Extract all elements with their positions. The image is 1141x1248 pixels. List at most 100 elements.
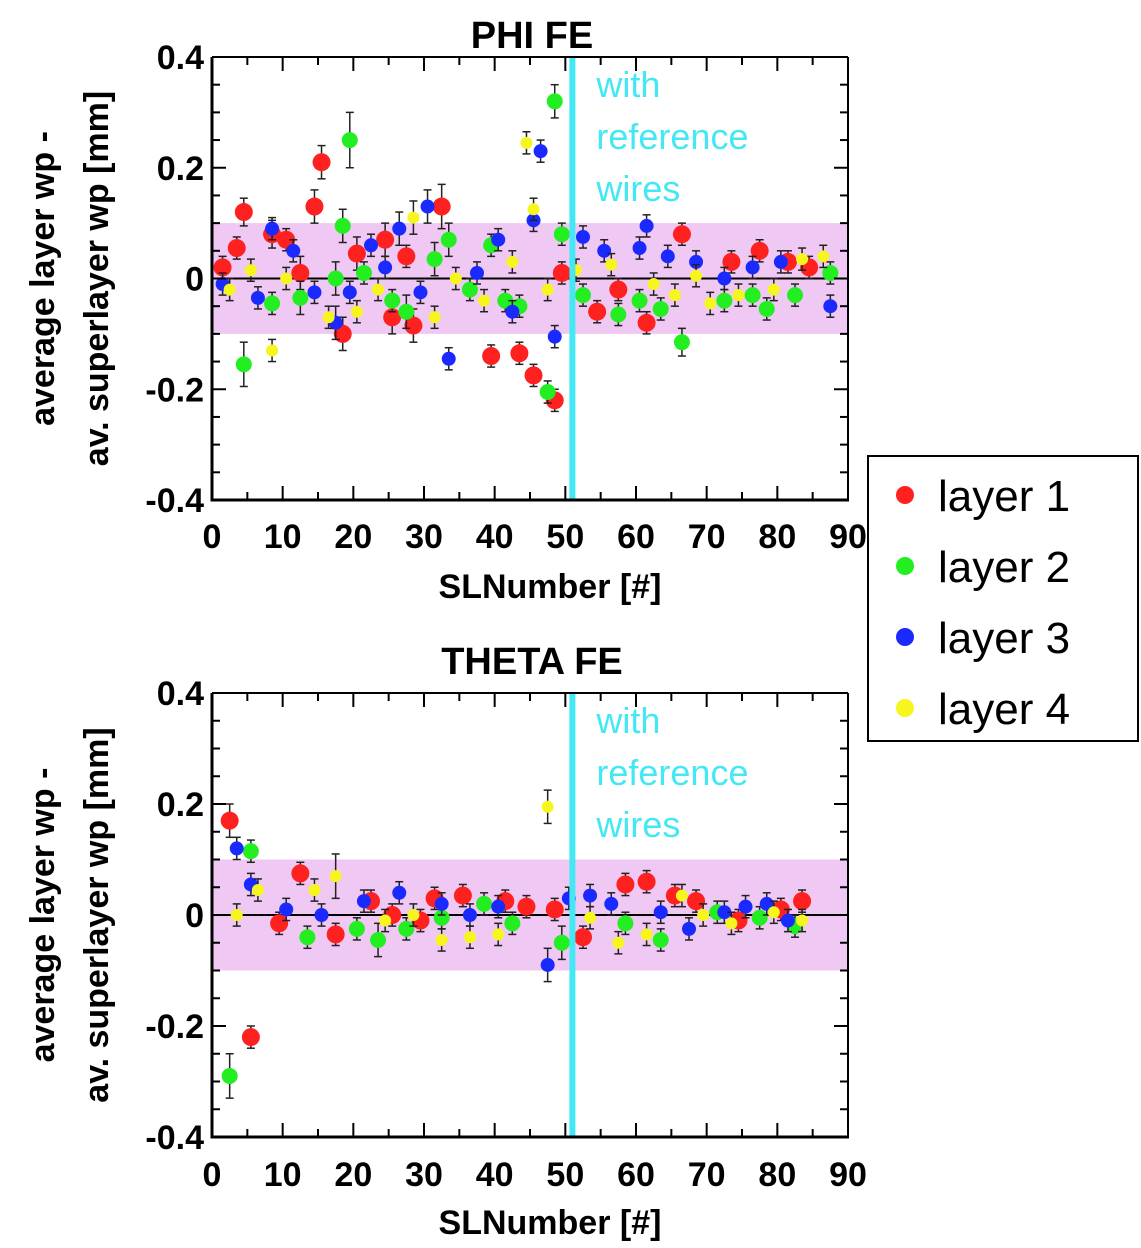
x-tick-label: 60 (617, 518, 655, 556)
data-point (540, 957, 555, 972)
data-point (376, 230, 395, 249)
data-point (227, 239, 246, 258)
data-point (463, 931, 476, 944)
data-point (796, 253, 809, 266)
data-point (553, 226, 570, 243)
data-point (492, 928, 505, 941)
y-tick-label: -0.4 (145, 482, 204, 520)
data-point (717, 905, 732, 920)
y-tick-label: -0.4 (145, 1119, 204, 1157)
data-point (640, 928, 653, 941)
data-point (697, 909, 710, 921)
y-tick-label: 0.2 (157, 786, 204, 824)
legend-marker (896, 486, 914, 504)
y-axis-label: average layer wp - (24, 131, 62, 426)
data-point (348, 920, 365, 937)
data-point (433, 909, 450, 926)
data-point (329, 870, 342, 883)
legend-label: layer 2 (938, 543, 1070, 592)
data-point (767, 283, 780, 296)
data-point (780, 913, 795, 928)
data-point (244, 264, 257, 277)
x-tick-label: 40 (476, 518, 514, 556)
data-point (546, 93, 563, 110)
x-tick-label: 60 (617, 1156, 655, 1194)
y-axis-label: av. superlayer wp [mm] (78, 91, 116, 466)
data-point (545, 900, 564, 919)
data-point (404, 316, 423, 335)
x-tick-label: 30 (405, 518, 443, 556)
data-point (312, 153, 331, 172)
data-point (750, 241, 769, 260)
legend-marker (896, 699, 914, 717)
data-point (647, 278, 660, 291)
data-point (520, 136, 533, 149)
x-tick-label: 80 (758, 518, 796, 556)
reference-annotation: with (595, 700, 660, 741)
data-point (291, 263, 310, 282)
data-point (241, 1028, 260, 1047)
data-point (327, 270, 344, 287)
legend-label: layer 4 (938, 685, 1070, 734)
data-point (574, 928, 592, 947)
data-point (397, 247, 416, 266)
data-point (435, 933, 448, 946)
data-point (541, 283, 554, 296)
y-axis-label: av. superlayer wp [mm] (78, 727, 116, 1102)
data-point (673, 334, 690, 351)
data-point (347, 244, 366, 263)
data-point (796, 914, 809, 927)
data-point (690, 269, 703, 282)
data-point (220, 811, 239, 830)
data-point (588, 302, 607, 321)
series-layer-4 (230, 789, 809, 955)
reference-annotation: wires (595, 804, 680, 845)
x-tick-label: 70 (688, 518, 726, 556)
data-point (398, 303, 415, 320)
data-point (364, 238, 378, 253)
data-point (617, 915, 634, 932)
data-point (470, 265, 484, 280)
chart-title: PHI FE (471, 15, 593, 57)
data-point (341, 132, 358, 149)
data-point (420, 199, 435, 214)
data-point (398, 920, 415, 937)
data-point (428, 311, 441, 324)
data-point (637, 872, 656, 891)
data-point (305, 197, 324, 216)
x-tick-label: 90 (829, 1156, 867, 1194)
y-tick-label: 0.4 (157, 675, 204, 713)
data-point (355, 264, 372, 281)
data-point (822, 264, 839, 281)
x-tick-label: 0 (203, 1156, 222, 1194)
data-point (270, 914, 289, 933)
data-point (612, 936, 625, 949)
data-point (476, 895, 493, 912)
data-point (334, 217, 351, 234)
x-tick-label: 20 (334, 518, 372, 556)
x-axis-label: SLNumber [#] (439, 1204, 662, 1242)
data-point (432, 197, 451, 216)
chart-title: THETA FE (441, 641, 623, 683)
data-point (631, 292, 648, 309)
data-point (242, 843, 259, 860)
x-tick-label: 20 (334, 1156, 372, 1194)
data-point (342, 285, 357, 300)
reference-annotation: wires (595, 168, 680, 209)
data-point (434, 896, 449, 911)
data-point (392, 221, 407, 236)
series-layer-2 (235, 83, 839, 404)
data-point (265, 221, 280, 236)
data-point (539, 384, 556, 401)
data-point (441, 351, 456, 366)
series-layer-1 (220, 803, 812, 1049)
data-point (751, 909, 768, 926)
data-point (440, 231, 457, 248)
data-point (604, 896, 619, 911)
legend: layer 1 layer 2 layer 3 layer 4 (867, 455, 1139, 742)
data-point (632, 241, 647, 256)
data-point (823, 299, 838, 314)
y-tick-label: -0.2 (145, 371, 204, 409)
